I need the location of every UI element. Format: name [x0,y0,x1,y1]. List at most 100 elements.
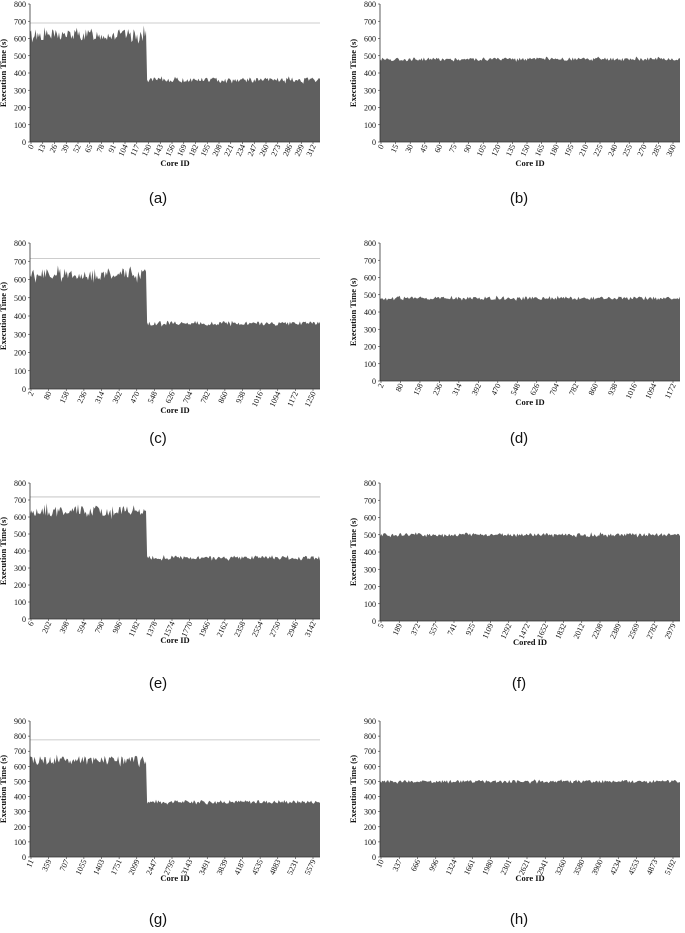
chart-f-x-tick-label: 5 [376,622,386,629]
chart-d-x-tick-label: 236 [431,382,444,397]
chart-h-y-tick-label: 300 [364,808,376,817]
chart-d-x-tick-label: 80 [394,382,406,393]
chart-panel-f: 0 100 200 300 400 500 600 700 800 5 189 372 557 741 92… [345,475,685,663]
chart-a-y-tick-label: 800 [14,0,26,9]
chart-c-x-tick-label: 392 [111,390,124,405]
chart-a-y-tick-label: 500 [14,52,26,61]
chart-a-x-axis-title: Core ID [160,158,189,168]
chart-panel-g: 0 100 200 300 400 500 600 700 800 900 11 359 707 1055… [0,715,330,903]
chart-a-x-tick-label: 91 [107,143,119,154]
chart-b-x-tick-label: 240 [606,143,619,158]
chart-b-x-tick-label: 225 [592,143,605,158]
chart-panel-b: 0 100 200 300 400 500 600 700 800 0 15 30 45 60 75 90 10… [345,0,685,168]
chart-a-y-axis-title: Execution Time (s) [0,39,8,107]
chart-a-x-tick-label: 260 [258,143,271,158]
chart-h-x-tick-label: 3900 [590,858,605,876]
chart-f-y-tick-label: 700 [364,496,376,505]
chart-f-x-axis-title: Cored ID [513,637,547,647]
chart-c-x-tick-label: 236 [75,390,88,405]
chart-b-y-tick-label: 600 [364,35,376,44]
chart-a-x-tick-label: 143 [152,143,165,158]
chart-g-y-tick-label: 600 [14,762,26,771]
chart-d-x-tick-label: 1094 [643,382,658,400]
chart-f-x-tick-label: 2012 [572,622,587,640]
chart-e-svg: 0 100 200 300 400 500 600 700 800 6 202 398 594 790 98… [0,479,320,645]
chart-d-x-tick-label: 704 [548,382,561,397]
chart-g-y-tick-label: 500 [14,777,26,786]
chart-f-x-tick-label: 189 [391,622,404,637]
chart-c-y-tick-label: 400 [14,312,26,321]
chart-a-x-tick-label: 52 [71,143,83,154]
chart-f-svg: 0 100 200 300 400 500 600 700 800 5 189 372 557 741 92… [348,479,680,647]
chart-e-y-tick-label: 700 [14,496,26,505]
chart-f-y-tick-label: 400 [364,548,376,557]
chart-f-x-tick-label: 2389 [608,622,623,640]
chart-d-y-tick-label: 100 [364,360,376,369]
chart-b-series-area [380,56,680,142]
chart-e-x-tick-label: 2750 [268,620,283,638]
chart-d-y-tick-label: 800 [364,239,376,248]
chart-h-x-tick-label: 996 [427,858,440,873]
chart-b-y-tick-label: 800 [364,0,376,9]
chart-f-x-tick-label: 2782 [645,622,660,640]
chart-g-y-axis-title: Execution Time (s) [0,755,8,823]
chart-e-x-tick-label: 202 [40,620,53,635]
chart-d-x-axis-title: Core ID [515,397,544,407]
chart-a-x-tick-label: 195 [199,143,212,158]
chart-a-y-tick-label: 200 [14,104,26,113]
chart-d-y-axis-title: Execution Time (s) [348,278,358,346]
chart-a-x-tick-label: 286 [281,143,294,158]
chart-d-x-tick-label: 314 [450,382,463,397]
chart-a-x-tick-label: 312 [305,143,318,158]
chart-g-y-tick-label: 400 [14,793,26,802]
chart-e-y-tick-label: 600 [14,513,26,522]
chart-b-x-tick-label: 285 [650,143,663,158]
chart-b-x-tick-label: 180 [548,143,561,158]
chart-e-y-tick-label: 500 [14,530,26,539]
chart-g-x-tick-label: 1055 [74,858,89,876]
chart-h-x-tick-label: 1324 [444,858,459,876]
chart-h-x-tick-label: 4553 [626,858,641,876]
chart-d-x-tick-label: 782 [567,382,580,397]
chart-b-y-tick-label: 500 [364,52,376,61]
caption-b: (b) [509,190,529,207]
chart-c-x-tick-label: 2 [26,390,36,397]
chart-g-x-tick-label: 359 [40,858,53,873]
chart-c-x-tick-label: 626 [164,390,177,405]
chart-h-x-tick-label: 337 [391,858,404,873]
chart-panel-h: 0 100 200 300 400 500 600 700 800 900 10 337 666 996 1… [345,715,685,903]
chart-g-x-tick-label: 2447 [144,858,159,876]
chart-d-y-tick-label: 400 [364,308,376,317]
chart-b-x-tick-label: 150 [519,143,532,158]
chart-f-x-tick-label: 557 [427,622,440,637]
chart-f-y-tick-label: 200 [364,583,376,592]
chart-d-x-tick-label: 2 [376,382,386,389]
chart-b-x-tick-label: 120 [489,143,502,158]
chart-h-y-axis-title: Execution Time (s) [348,755,358,823]
chart-a-x-tick-label: 169 [175,143,188,158]
chart-b-x-tick-label: 30 [403,143,415,154]
chart-a-x-tick-label: 156 [164,143,177,158]
chart-e-y-tick-label: 100 [14,598,26,607]
chart-f-y-tick-label: 800 [364,479,376,488]
chart-a-x-tick-label: 130 [140,143,153,158]
caption-a: (a) [148,190,168,207]
chart-c-x-tick-label: 548 [146,390,159,405]
chart-a-x-tick-label: 13 [36,143,48,154]
chart-d-x-tick-label: 548 [509,382,522,397]
chart-c-x-tick-label: 470 [128,390,141,405]
chart-panel-a: 0 100 200 300 400 500 600 700 800 0 13 26 39 52 65 78 91… [0,0,330,168]
chart-g-series-area [30,754,320,857]
chart-g-svg: 0 100 200 300 400 500 600 700 800 900 11 359 707 1055… [0,717,320,883]
chart-e-y-tick-label: 200 [14,581,26,590]
chart-c-x-tick-label: 1016 [250,390,265,408]
chart-h-x-tick-label: 666 [409,858,422,873]
chart-b-x-tick-label: 90 [462,143,474,154]
chart-b-x-tick-label: 75 [447,143,459,154]
caption-g: (g) [148,911,168,928]
chart-a-y-tick-label: 700 [14,17,26,26]
chart-d-x-tick-label: 158 [412,382,425,397]
chart-h-y-tick-label: 600 [364,762,376,771]
chart-c-x-tick-label: 158 [58,390,71,405]
